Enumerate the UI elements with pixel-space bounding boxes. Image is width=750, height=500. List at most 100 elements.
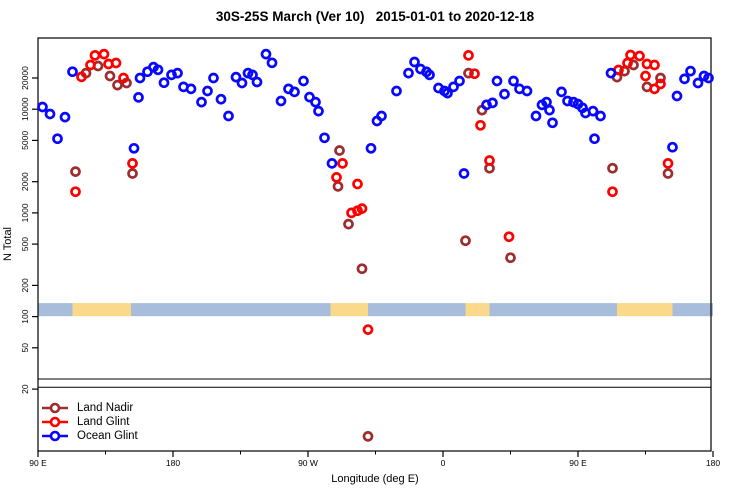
data-point [521,85,533,97]
surface-band-land [330,303,368,317]
surface-band-land [465,303,490,317]
data-point [679,73,690,85]
data-point [230,71,242,83]
data-point [332,181,344,192]
x-tick-label: 90 E [569,458,587,468]
data-point [59,111,71,123]
legend-item-land-nadir: Land Nadir [41,401,138,415]
data-point [202,85,213,97]
data-point [655,78,666,90]
data-point [310,96,321,108]
data-point [196,96,207,108]
data-point [326,158,338,169]
data-point [505,252,516,264]
data-point [76,71,87,83]
y-tick-label: 50 [20,343,30,353]
data-point [208,72,219,84]
data-point [692,77,704,89]
surface-band-ocean [131,303,331,317]
x-tick-label: 180 [166,458,180,468]
data-point [391,85,402,97]
data-point [70,166,81,177]
data-point [409,56,420,68]
data-point [556,86,567,98]
data-point [499,88,510,100]
data-point [304,91,315,103]
data-point [634,50,645,62]
y-tick-label: 100 [20,309,30,323]
y-tick-label: 20 [20,384,30,394]
data-point [460,235,471,247]
data-point [251,76,263,88]
data-point [152,64,164,76]
data-point [481,99,492,111]
y-tick-label: 200 [20,278,30,292]
data-point [475,119,486,131]
data-point [544,104,555,116]
data-point [562,95,573,107]
data-point [133,92,144,103]
data-point [266,57,278,69]
data-point [298,75,309,87]
surface-band-land [617,303,673,317]
data-point [448,81,459,93]
data-point [508,75,519,87]
data-point [463,50,474,61]
data-point [85,59,96,71]
legend-label: Land Nadir [77,402,134,414]
data-point [547,117,558,129]
x-tick-label: 90 E [29,458,47,468]
x-tick-label: 0 [441,458,446,468]
data-point [275,95,287,107]
data-point [365,142,377,154]
data-point [289,86,300,98]
plot-box [37,37,712,452]
data-point [685,65,696,77]
data-point [625,49,636,61]
surface-band-ocean [38,303,73,317]
y-tick-label: 2000 [20,172,30,191]
data-point [442,87,453,99]
legend-label: Ocean Glint [77,430,138,442]
data-point [587,105,599,117]
data-point [134,72,146,84]
y-tick-label: 1000 [20,203,30,222]
data-point [640,70,651,82]
data-point [110,57,122,69]
surface-band-ocean [672,303,713,317]
data-point [356,263,368,275]
chart-title: 30S-25S March (Ver 10) 2015-01-01 to 202… [215,9,535,24]
data-point [362,431,374,442]
surface-band-ocean [489,303,617,317]
y-tick-label: 5000 [20,131,30,150]
data-point [605,67,617,79]
legend-item-ocean-glint: Ocean Glint [41,429,138,443]
data-point [469,68,480,80]
data-point [127,158,138,169]
data-point [127,168,138,179]
ocean-glint-marker-icon [42,430,68,442]
legend: Land Nadir Land Glint Ocean Glint [41,401,138,443]
data-point [67,66,78,78]
data-point [337,158,348,169]
data-point [319,132,330,144]
data-point [70,186,81,198]
data-point [662,158,674,169]
surface-band-land [72,303,131,317]
data-point [260,48,272,60]
data-point [463,67,474,79]
legend-item-land-glint: Land Glint [41,415,138,429]
data-point [649,59,660,71]
x-tick-label: 90 W [298,458,318,468]
x-axis-title: Longitude (deg E) [331,473,419,485]
data-point [352,178,363,190]
y-tick-label: 500 [20,237,30,251]
data-point [671,90,683,102]
data-point [44,108,56,120]
x-tick-label: 180 [706,458,720,468]
data-point [247,69,258,81]
land-glint-marker-icon [42,416,68,428]
data-point [98,48,110,60]
